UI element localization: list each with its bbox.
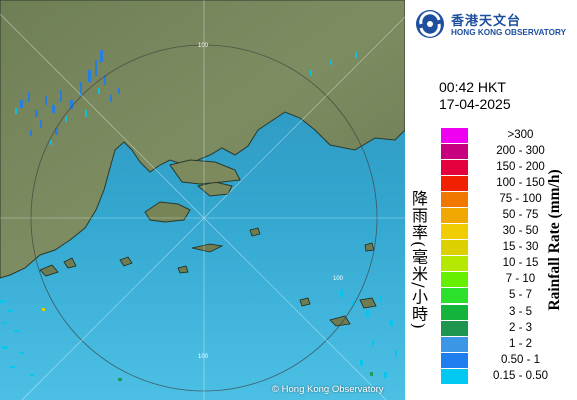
- legend-row: 2 - 3: [441, 320, 573, 337]
- legend-range-label: >300: [507, 129, 534, 141]
- logo-english-name: HONG KONG OBSERVATORY: [451, 28, 567, 37]
- legend-panel: 香港天文台 HONG KONG OBSERVATORY 00:42 HKT 17…: [405, 0, 577, 400]
- legend-range-label: 100 - 150: [496, 177, 545, 190]
- legend-range-label: 10 - 15: [502, 257, 539, 270]
- observation-time: 00:42 HKT: [439, 79, 506, 95]
- legend-color-swatch: [441, 368, 468, 384]
- rainfall-rate-legend: >300 200 - 300 150 - 200 100 - 150 75 - 100 5…: [441, 128, 573, 385]
- legend-row: 30 - 50: [441, 224, 573, 240]
- legend-range-label: 2 - 3: [508, 321, 532, 334]
- legend-row: 50 - 75: [441, 208, 573, 224]
- legend-title-chinese: 降雨率(毫米/小時): [409, 190, 428, 330]
- legend-range-label: 200 - 300: [496, 145, 545, 158]
- hko-logo[interactable]: 香港天文台 HONG KONG OBSERVATORY: [413, 7, 575, 41]
- copyright-notice: © Hong Kong Observatory: [272, 384, 384, 395]
- legend-color-swatch: [441, 144, 468, 160]
- legend-color-swatch: [441, 176, 468, 192]
- legend-color-swatch: [441, 208, 468, 224]
- legend-color-swatch: [441, 320, 468, 336]
- legend-row: 150 - 200: [441, 160, 573, 176]
- lantau-island: [144, 201, 191, 223]
- radar-map-image: 100 100 100: [0, 0, 405, 400]
- legend-range-label: 0.15 - 0.50: [493, 369, 548, 382]
- legend-range-label: 50 - 75: [502, 209, 539, 222]
- legend-range-label: 5 - 7: [508, 289, 532, 302]
- legend-row: 5 - 7: [441, 288, 573, 304]
- legend-row: 0.50 - 1: [441, 352, 573, 369]
- legend-color-swatch: [441, 336, 468, 352]
- legend-range-label: 0.50 - 1: [501, 353, 540, 366]
- legend-color-swatch: [441, 304, 468, 320]
- observation-date: 17-04-2025: [439, 96, 511, 112]
- legend-color-swatch: [441, 128, 468, 143]
- legend-range-label: 15 - 30: [502, 241, 539, 254]
- new-territories: [169, 159, 241, 185]
- legend-row: 1 - 2: [441, 336, 573, 353]
- range-ring-label-top: 100: [198, 43, 209, 49]
- legend-color-swatch: [441, 192, 468, 208]
- legend-color-swatch: [441, 240, 468, 256]
- legend-color-swatch: [441, 288, 468, 304]
- legend-row: 7 - 10: [441, 272, 573, 288]
- legend-color-swatch: [441, 352, 468, 368]
- legend-row: 75 - 100: [441, 192, 573, 208]
- legend-range-label: 1 - 2: [508, 337, 532, 350]
- hko-emblem-icon: [416, 10, 444, 38]
- range-ring-label-bottom: 100: [198, 354, 209, 360]
- radar-spokes: [0, 0, 405, 400]
- legend-row: 15 - 30: [441, 240, 573, 256]
- legend-row: 200 - 300: [441, 144, 573, 160]
- legend-range-label: 75 - 100: [499, 193, 542, 206]
- legend-color-swatch: [441, 160, 468, 176]
- rain-echoes: [0, 50, 397, 381]
- legend-range-label: 7 - 10: [505, 273, 536, 286]
- legend-range-label: 3 - 5: [508, 305, 532, 318]
- range-ring-label-right: 100: [333, 276, 344, 282]
- legend-color-swatch: [441, 256, 468, 272]
- legend-row: >300: [441, 128, 573, 144]
- legend-row: 3 - 5: [441, 304, 573, 321]
- mainland-landmass: [0, 0, 405, 279]
- legend-color-swatch: [441, 224, 468, 240]
- legend-color-swatch: [441, 272, 468, 288]
- radar-map: 100 100 100 © Hong Kong Observatory: [0, 0, 405, 400]
- legend-row: 100 - 150: [441, 176, 573, 192]
- legend-row: 0.15 - 0.50: [441, 368, 573, 385]
- legend-range-label: 30 - 50: [502, 225, 539, 238]
- logo-chinese-name: 香港天文台: [451, 14, 522, 29]
- legend-range-label: 150 - 200: [496, 161, 545, 174]
- legend-row: 10 - 15: [441, 256, 573, 272]
